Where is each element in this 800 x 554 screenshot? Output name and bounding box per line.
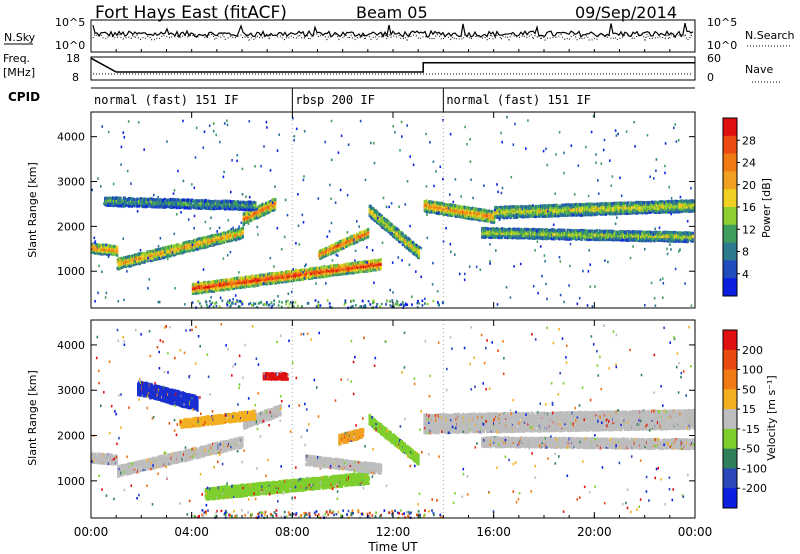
heatmap-cell [353,242,355,245]
nsky-label: N.Sky [4,31,36,44]
heatmap-cell [237,277,239,280]
nsearch-label: N.Search [745,29,795,42]
heatmap-cell [367,235,369,238]
heatmap-cell [116,254,118,257]
heatmap-cell [488,210,490,213]
freq-panel: Freq. [MHz] 18 8 60 0 Nave [3,52,780,84]
heatmap-cell [274,206,276,209]
beam-label: Beam 05 [356,3,428,22]
cpid-segments: normal (fast) 151 IF rbsp 200 IF normal (f… [94,88,591,112]
heatmap-cell [543,237,545,240]
heatmap-cell [504,228,506,231]
nsky-trace [93,23,693,37]
heatmap-cell [380,258,382,261]
heatmap-cell [242,235,244,238]
nsearch-tick-high: 10^5 [707,16,737,29]
nsky-tick-high: 10^5 [55,16,85,29]
cpid-panel: CPID normal (fast) 151 IF rbsp 200 IF norm… [8,88,695,112]
nave-label: Nave [745,63,773,76]
freq-tick-low: 8 [72,71,79,84]
freq-label: Freq. [3,52,30,65]
heatmap-cell [116,246,118,249]
cpid-segment-label: rbsp 200 IF [295,93,374,107]
heatmap-cell [372,268,374,271]
heatmap-cell [367,228,369,231]
freq-frame [91,57,695,80]
nave-tick-low: 0 [707,71,714,84]
freq-unit: [MHz] [3,66,35,79]
nsearch-tick-low: 10^0 [707,39,737,52]
cpid-segment-label: normal (fast) 151 IF [446,93,591,107]
nsky-tick-low: 10^0 [55,39,85,52]
cpid-segment-label: normal (fast) 151 IF [94,93,239,107]
date-label: 09/Sep/2014 [575,3,677,22]
heatmap-cell [274,198,276,201]
nave-tick-high: 60 [707,52,721,65]
freq-tick-high: 18 [66,52,80,65]
heatmap-cell [493,218,495,221]
heatmap-cell [693,200,695,203]
heatmap-cell [418,254,420,257]
radar-summary-plot: Fort Hays East (fitACF) Beam 05 09/Sep/2… [0,0,800,554]
freq-trace [91,58,695,72]
heatmap-cell [596,212,598,215]
heatmap-cell [242,227,244,230]
cpid-label: CPID [8,90,40,104]
